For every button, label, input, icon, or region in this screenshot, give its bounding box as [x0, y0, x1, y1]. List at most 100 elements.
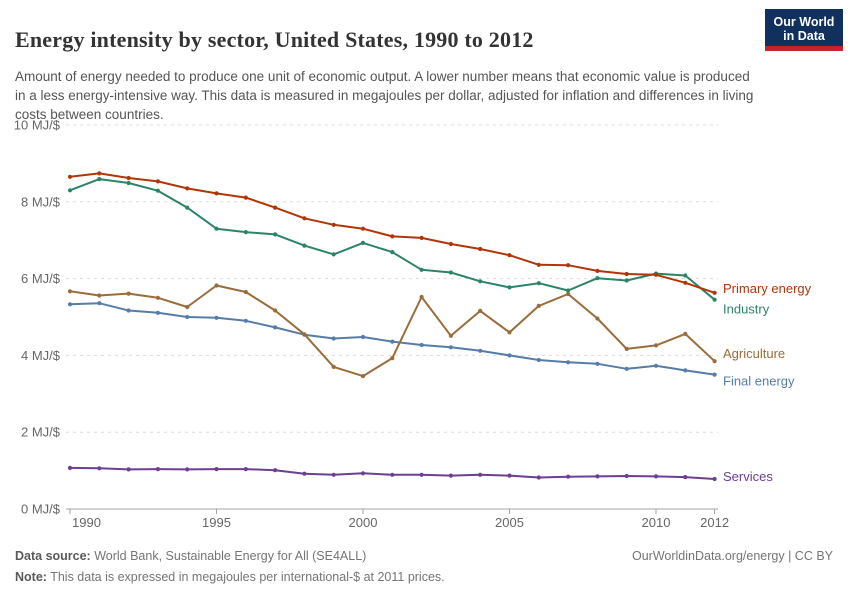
data-point-agriculture: [126, 291, 131, 296]
data-point-primary-energy: [595, 268, 600, 273]
data-point-industry: [448, 270, 453, 275]
data-point-final-energy: [155, 310, 160, 315]
data-point-agriculture: [536, 303, 541, 308]
data-point-industry: [97, 177, 102, 182]
data-point-primary-energy: [185, 186, 190, 191]
y-tick-label-10: 10 MJ/$: [14, 118, 61, 133]
owid-logo-text-line2: in Data: [783, 29, 825, 44]
data-point-final-energy: [595, 361, 600, 366]
line-industry: [69, 178, 716, 301]
data-point-primary-energy: [478, 246, 483, 252]
x-tick-label-2000: 2000: [349, 515, 378, 530]
data-point-agriculture: [243, 289, 248, 295]
data-point-services: [536, 475, 541, 480]
data-point-agriculture: [273, 308, 278, 313]
data-point-final-energy: [712, 372, 717, 377]
data-point-agriculture: [67, 289, 73, 294]
data-point-primary-energy: [126, 175, 131, 181]
data-point-services: [185, 467, 190, 472]
x-tick-label-1990: 1990: [72, 515, 101, 530]
data-point-primary-energy: [712, 290, 717, 295]
data-point-final-energy: [390, 339, 395, 344]
chart-svg: 0 MJ/$ 2 MJ/$ 4 MJ/$ 6 MJ/$ 8 MJ/$ 10 MJ/$ 199…: [14, 118, 812, 531]
data-point-agriculture: [683, 331, 688, 336]
data-point-services: [653, 474, 659, 479]
data-point-agriculture: [448, 333, 453, 338]
data-point-industry: [302, 243, 307, 248]
y-tick-label-2: 2 MJ/$: [21, 425, 61, 440]
data-point-final-energy: [536, 357, 541, 363]
data-point-primary-energy: [155, 179, 160, 184]
data-point-services: [566, 474, 571, 479]
data-point-industry: [214, 226, 219, 231]
data-point-primary-energy: [243, 195, 248, 200]
data-point-primary-energy: [97, 171, 102, 176]
data-point-final-energy: [67, 302, 73, 307]
data-point-agriculture: [712, 359, 717, 364]
data-point-primary-energy: [67, 174, 73, 179]
data-point-agriculture: [185, 304, 190, 310]
data-point-services: [155, 467, 160, 472]
data-point-final-energy: [624, 366, 629, 371]
data-point-final-energy: [653, 363, 659, 368]
data-point-industry: [419, 267, 424, 272]
chart-footer: Data source: World Bank, Sustainable Ene…: [15, 549, 835, 591]
owid-logo-text-line1: Our World: [773, 15, 835, 29]
data-point-industry: [126, 180, 131, 186]
data-point-final-energy: [331, 336, 336, 341]
data-point-services: [214, 467, 219, 472]
data-point-industry: [478, 279, 483, 284]
data-point-agriculture: [331, 364, 336, 369]
owid-logo-stripe: [765, 46, 843, 51]
data-point-industry: [595, 276, 600, 281]
data-point-industry: [155, 188, 160, 193]
data-point-final-energy: [448, 345, 453, 350]
data-point-agriculture: [478, 308, 483, 313]
data-point-agriculture: [155, 295, 160, 300]
series-label-primary-energy: Primary energy: [723, 281, 812, 296]
data-point-industry: [331, 252, 336, 257]
data-point-industry: [683, 273, 688, 278]
data-point-industry: [273, 232, 278, 237]
data-point-industry: [390, 250, 395, 255]
chart-subtitle: Amount of energy needed to produce one u…: [15, 68, 754, 122]
data-point-agriculture: [214, 283, 219, 288]
x-tick-label-1995: 1995: [202, 515, 231, 530]
owid-url-link[interactable]: OurWorldinData.org/energy | CC BY: [631, 549, 833, 563]
data-point-industry: [360, 240, 366, 245]
data-point-final-energy: [478, 348, 483, 353]
data-point-final-energy: [683, 368, 688, 373]
data-point-agriculture: [653, 343, 659, 348]
data-point-primary-energy: [273, 205, 278, 210]
data-point-primary-energy: [302, 216, 307, 221]
y-tick-label-0: 0 MJ/$: [21, 502, 61, 517]
data-point-primary-energy: [624, 271, 629, 277]
line-primary-energy: [69, 172, 716, 294]
data-point-services: [448, 473, 453, 478]
data-point-industry: [67, 188, 73, 193]
data-point-services: [624, 473, 629, 479]
series-label-final-energy: Final energy: [723, 374, 795, 389]
data-point-services: [126, 467, 131, 472]
data-point-final-energy: [566, 360, 571, 365]
data-point-primary-energy: [419, 235, 424, 240]
x-tick-label-2012: 2012: [700, 515, 729, 530]
data-point-industry: [243, 230, 248, 235]
data-point-industry: [536, 281, 541, 286]
data-point-primary-energy: [653, 272, 659, 277]
data-point-industry: [185, 205, 190, 210]
data-point-primary-energy: [507, 253, 512, 258]
data-point-services: [419, 472, 424, 477]
data-point-agriculture: [390, 356, 395, 361]
data-point-services: [507, 473, 512, 478]
data-point-services: [478, 472, 483, 477]
data-point-final-energy: [273, 325, 278, 330]
data-point-primary-energy: [390, 234, 395, 239]
data-point-final-energy: [419, 342, 424, 348]
data-point-services: [595, 474, 600, 479]
data-point-agriculture: [302, 332, 307, 337]
series-label-industry: Industry: [723, 302, 770, 317]
data-point-agriculture: [624, 346, 629, 351]
data-point-industry: [507, 285, 512, 290]
